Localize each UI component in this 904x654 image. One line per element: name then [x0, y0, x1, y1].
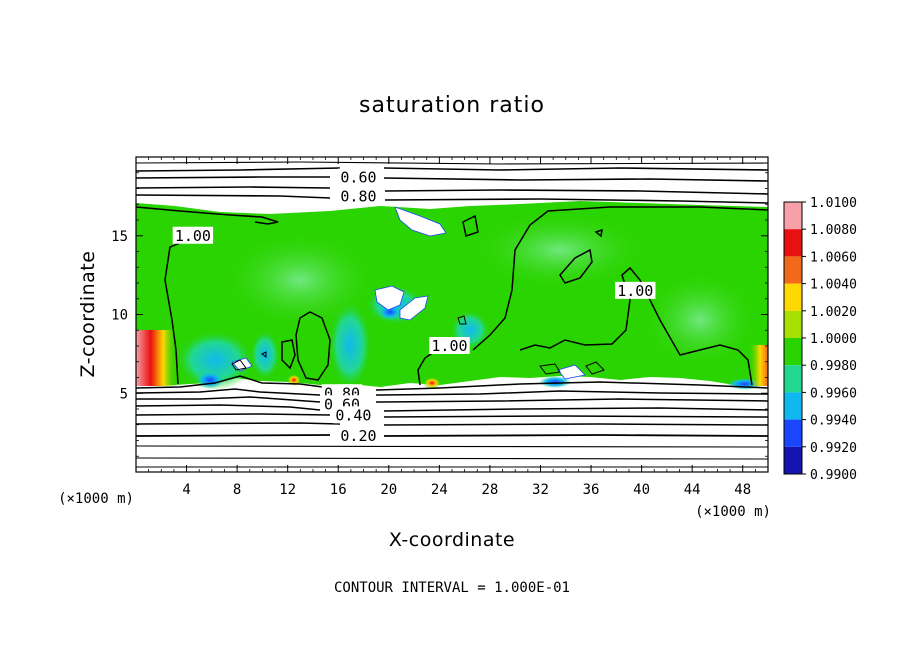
- colorbar-swatch: [784, 446, 802, 474]
- colorbar-swatch: [784, 256, 802, 284]
- supersaturated-spot: [423, 377, 441, 389]
- z-unit-label: (×1000 m): [58, 491, 134, 507]
- x-unit-label: (×1000 m): [695, 504, 771, 520]
- contour-labels: 0.600.801.001.001.000.800.600.400.20: [172, 168, 656, 445]
- contour-label-bg: [338, 168, 379, 186]
- x-tick-label: 24: [431, 482, 448, 498]
- x-axis-title: X-coordinate: [389, 529, 515, 551]
- contour-label: 1.00: [175, 227, 211, 245]
- colorbar-swatch: [784, 202, 802, 230]
- x-tick-label: 44: [684, 482, 701, 498]
- contour-label-bg: [615, 281, 656, 299]
- colorbar-label: 1.0080: [810, 223, 857, 238]
- colorbar-label: 0.9960: [810, 386, 857, 401]
- colorbar-label: 1.0020: [810, 305, 857, 320]
- colorbar-swatch: [784, 229, 802, 257]
- contour-label: 0.20: [340, 427, 376, 445]
- supersaturated-edge-left: [136, 330, 178, 386]
- colorbar-swatch: [784, 310, 802, 338]
- base-wiggles: [231, 315, 605, 375]
- lower-contours: [136, 375, 768, 468]
- clear-hole: [394, 206, 447, 237]
- colorbar-swatch: [784, 419, 802, 447]
- clear-hole: [557, 364, 586, 380]
- x-tick-label: 8: [233, 482, 241, 498]
- dry-patch: [378, 304, 402, 320]
- colorbar-label: 1.0040: [810, 278, 857, 293]
- contour-label: 0.40: [335, 406, 371, 424]
- y-axis: 5 10 15: [111, 172, 768, 457]
- colorbar-label: 0.9900: [810, 468, 857, 483]
- contour-interval: CONTOUR INTERVAL = 1.000E-01: [334, 580, 570, 596]
- x-tick-label: 12: [279, 482, 296, 498]
- x-tick-label: 20: [380, 482, 397, 498]
- colorbar-label: 1.0100: [810, 196, 857, 211]
- contour-label-bg: [172, 226, 214, 244]
- clear-hole: [374, 285, 405, 311]
- colorbar-label: 0.9980: [810, 359, 857, 374]
- x-tick-label: 16: [330, 482, 347, 498]
- supersaturated-edge-right: [748, 345, 768, 386]
- contour-label-bg: [429, 337, 470, 354]
- contour-label-bg: [338, 187, 379, 205]
- x-tick-label: 4: [182, 482, 190, 498]
- plot-area: [136, 157, 768, 472]
- colorbar-swatch: [784, 283, 802, 311]
- x-tick-label: 36: [583, 482, 600, 498]
- contour-label: 1.00: [617, 282, 653, 300]
- x-tick-label: 32: [532, 482, 549, 498]
- colorbar-label: 1.0000: [810, 332, 857, 347]
- contour-label-bg: [333, 406, 374, 424]
- subsaturated-patch: [250, 330, 280, 380]
- chart-title: saturation ratio: [359, 93, 545, 118]
- colorbar-swatch: [784, 392, 802, 420]
- clear-hole: [399, 295, 429, 321]
- colorbar-label: 0.9940: [810, 414, 857, 429]
- light-green-region: [470, 210, 650, 290]
- subsaturated-patch: [328, 300, 372, 390]
- dry-patch: [539, 376, 571, 388]
- unity-contours: [136, 206, 768, 386]
- contour-label: 1.00: [431, 337, 467, 355]
- x-tick-label: 40: [633, 482, 650, 498]
- y-tick-label: 5: [120, 386, 128, 402]
- colorbar-swatch: [784, 338, 802, 366]
- contour-label-bg: [338, 426, 379, 444]
- contour-label: 0.60: [340, 168, 376, 186]
- y-tick-label: 15: [111, 229, 128, 245]
- x-tick-label: 28: [481, 482, 498, 498]
- dry-patch: [196, 371, 224, 389]
- colorbar: 1.0100 1.0080 1.0060 1.0040 1.0020 1.0000 0.99…: [783, 196, 857, 483]
- x-tick-label: 48: [734, 482, 751, 498]
- y-tick-label: 10: [111, 308, 128, 324]
- colorbar-label: 0.9920: [810, 441, 857, 456]
- light-green-region: [640, 270, 760, 370]
- contour-label: 0.80: [340, 187, 376, 205]
- upper-contours: [136, 161, 768, 204]
- subsaturated-patch: [175, 330, 255, 390]
- y-axis-title: Z-coordinate: [77, 251, 99, 378]
- colorbar-swatch: [784, 365, 802, 393]
- x-axis: 4 8 12 16 20 24 28 32 36 40 44 48: [148, 157, 756, 498]
- colorbar-label: 1.0060: [810, 250, 857, 265]
